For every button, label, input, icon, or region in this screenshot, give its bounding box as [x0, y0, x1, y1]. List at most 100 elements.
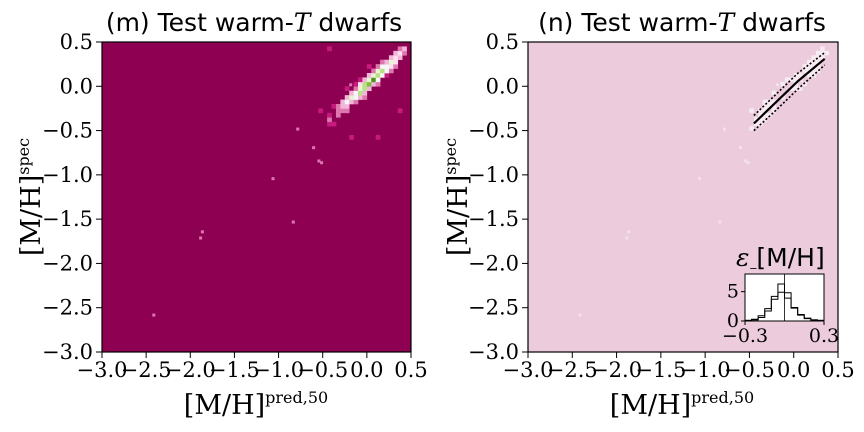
heatmap-cell — [793, 73, 799, 78]
heatmap-cell — [340, 108, 346, 114]
heatmap-cell — [771, 90, 776, 96]
outlier-cell — [271, 177, 275, 181]
heatmap-cell — [793, 86, 799, 91]
ytick-label: 0.5 — [486, 30, 519, 54]
ytick-label: −3.0 — [468, 340, 519, 364]
ytick-label: 0.0 — [60, 74, 93, 98]
outlier-cell — [152, 313, 156, 317]
heatmap-cell — [375, 68, 381, 74]
lower-percentile-line — [753, 64, 826, 132]
inset-ticks: −0.3 0.3 0 5 — [722, 281, 839, 347]
heatmap-cell — [820, 46, 825, 51]
heatmap-cell — [767, 112, 772, 118]
heatmap-cell — [753, 121, 759, 127]
heatmap-cell — [758, 112, 763, 118]
ytick-label: 0.0 — [486, 74, 519, 98]
heatmap-cell — [380, 64, 385, 69]
heatmap-cell — [815, 68, 821, 73]
heatmap-cell — [762, 99, 768, 104]
heatmap-cell — [807, 59, 812, 65]
outlier-cell — [746, 161, 750, 165]
heatmap-cell — [771, 104, 776, 109]
heatmap-cell — [344, 104, 350, 109]
inset-xtick-label: −0.3 — [722, 325, 768, 347]
panel-n-xlabel: [M/H]pred,50 — [610, 388, 754, 421]
heatmap-cell — [380, 59, 385, 65]
panel-n-frame — [527, 41, 839, 353]
xtick-label: −1.5 — [209, 358, 260, 382]
heatmap-cell — [388, 68, 394, 74]
heatmap-cell — [793, 77, 799, 82]
heatmap-cell — [388, 64, 394, 69]
heatmap-cell — [371, 73, 376, 78]
outlier-cell — [296, 127, 300, 131]
heatmap-cell — [388, 55, 394, 61]
heatmap-cell — [349, 135, 354, 140]
panel-n: (n) Test warm-T dwarfs −3.0−2.5−2.0−1.5−… — [441, 8, 855, 421]
panel-m: (m) Test warm-T dwarfs −3.0−2.5−2.0−1.5−… — [14, 8, 428, 421]
panel-n-title: (n) Test warm-T dwarfs — [538, 8, 826, 37]
panel-m-yticks: −3.0 −2.5 −2.0 −1.5 −1.0 −0.5 0.0 0.5 — [42, 30, 102, 364]
heatmap-cell — [366, 81, 372, 87]
ytick-label: −1.0 — [42, 163, 93, 187]
heatmap-cell — [767, 99, 772, 104]
heatmap-cell — [758, 108, 763, 113]
heatmap-cell — [327, 121, 332, 127]
ytick-label: −2.0 — [42, 251, 93, 275]
heatmap-cell — [762, 112, 768, 118]
heatmap-cell — [349, 99, 354, 105]
panel-m-heatmap-cells — [152, 46, 407, 317]
heatmap-cell — [811, 68, 816, 73]
heatmap-cell — [380, 73, 385, 78]
heatmap-cell — [753, 117, 759, 122]
panel-n-yticks: −3.0 −2.5 −2.0 −1.5 −1.0 −0.5 0.0 0.5 — [468, 30, 528, 364]
heatmap-cell — [375, 81, 381, 87]
heatmap-cell — [815, 55, 821, 60]
panel-n-percentile-lines — [753, 51, 826, 132]
heatmap-cell — [384, 64, 390, 69]
heatmap-cell — [749, 108, 754, 113]
heatmap-cell — [358, 90, 363, 96]
heatmap-cell — [335, 108, 341, 114]
heatmap-cell — [366, 64, 372, 69]
heatmap-cell — [366, 73, 372, 78]
heatmap-cell — [780, 95, 785, 100]
heatmap-cell — [824, 50, 830, 56]
heatmap-cell — [327, 117, 332, 123]
heatmap-cell — [815, 50, 821, 56]
outlier-cell — [291, 220, 295, 224]
xtick-label: −1.5 — [635, 358, 686, 382]
heatmap-cell — [802, 68, 807, 73]
ytick-label: −1.5 — [42, 207, 93, 231]
xtick-label: 0.0 — [777, 358, 810, 382]
heatmap-cell — [384, 59, 390, 65]
heatmap-cell — [767, 104, 772, 109]
heatmap-cell — [388, 59, 394, 65]
xtick-label: 0.5 — [821, 358, 854, 382]
ytick-label: −0.5 — [42, 119, 93, 143]
heatmap-cell — [358, 86, 363, 92]
upper-percentile-line — [753, 51, 826, 117]
heatmap-cell — [393, 55, 399, 61]
outlier-cell — [320, 161, 324, 165]
heatmap-cell — [349, 95, 354, 100]
outlier-cell — [776, 83, 779, 87]
heatmap-cell — [353, 95, 359, 100]
heatmap-cell — [335, 112, 341, 118]
heatmap-cell — [353, 99, 359, 105]
heatmap-cell — [340, 99, 346, 105]
xtick-label: −1.0 — [680, 358, 731, 382]
heatmap-cell — [749, 126, 754, 131]
heatmap-cell — [393, 50, 399, 56]
heatmap-cell — [771, 108, 776, 113]
outlier-cell — [200, 230, 204, 234]
heatmap-cell — [815, 64, 821, 69]
heatmap-cell — [780, 81, 785, 87]
heatmap-cell — [331, 121, 337, 127]
heatmap-cell — [344, 95, 350, 100]
heatmap-cell — [375, 73, 381, 78]
panel-n-ylabel: [M/H]spec — [441, 138, 474, 256]
xtick-label: −2.5 — [121, 358, 172, 382]
xtick-label: 0.5 — [394, 358, 427, 382]
